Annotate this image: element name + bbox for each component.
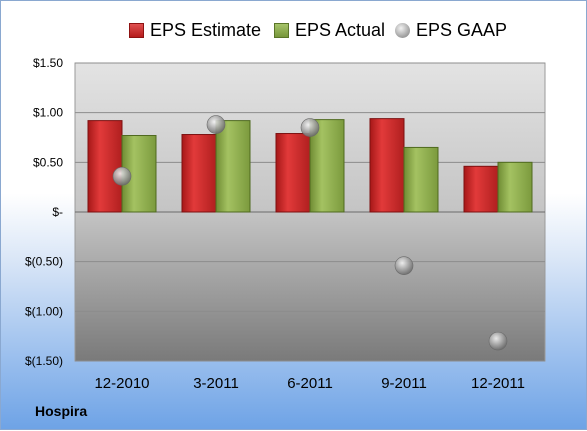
bar-eps-estimate-9-2011 <box>369 118 405 213</box>
company-name: Hospira <box>35 403 88 419</box>
bar-eps-estimate-3-2011 <box>181 134 217 213</box>
y-tick-label: $- <box>52 205 63 219</box>
marker-eps-gaap-12-2010 <box>112 166 132 186</box>
marker-eps-gaap-3-2011 <box>206 115 226 134</box>
y-tick-label: $1.50 <box>33 56 63 70</box>
y-tick-label: $0.50 <box>33 155 63 169</box>
bar-eps-estimate-6-2011 <box>275 133 311 213</box>
legend-item-eps-estimate: EPS Estimate <box>129 15 261 45</box>
x-tick-label: 12-2010 <box>94 375 149 392</box>
x-tick-label: 6-2011 <box>287 375 333 392</box>
y-tick-label: $(1.00) <box>25 304 63 318</box>
legend-swatch-eps-actual <box>274 22 289 38</box>
bar-eps-estimate-12-2011 <box>463 165 499 213</box>
x-tick-label: 12-2011 <box>471 375 525 392</box>
bar-eps-actual-6-2011 <box>309 119 345 213</box>
marker-eps-gaap-9-2011 <box>394 256 414 275</box>
legend: EPS Estimate EPS Actual EPS GAAP <box>1 15 587 45</box>
bar-eps-actual-9-2011 <box>403 146 439 213</box>
y-tick-label: $(0.50) <box>25 255 63 269</box>
bar-eps-actual-12-2011 <box>497 161 533 213</box>
legend-label-eps-actual: EPS Actual <box>295 19 386 40</box>
y-tick-label: $1.00 <box>33 106 63 120</box>
marker-layer <box>112 115 508 351</box>
x-axis-tick-labels: 12-2010 3-2011 6-2011 9-2011 12-2011 <box>94 375 525 392</box>
marker-eps-gaap-6-2011 <box>300 118 320 137</box>
legend-swatch-eps-gaap <box>395 22 410 38</box>
legend-item-eps-gaap: EPS GAAP <box>395 15 507 45</box>
bar-eps-estimate-12-2010 <box>87 120 123 213</box>
marker-eps-gaap-12-2011 <box>488 331 508 351</box>
legend-label-eps-estimate: EPS Estimate <box>150 19 262 40</box>
y-axis-tick-labels: $1.50 $1.00 $0.50 $- $(0.50) $(1.00) $(1.50) <box>25 56 63 368</box>
legend-item-eps-actual: EPS Actual <box>274 15 385 45</box>
legend-swatch-eps-estimate <box>129 22 144 38</box>
x-tick-label: 9-2011 <box>381 375 427 392</box>
x-tick-label: 3-2011 <box>193 375 239 392</box>
bar-eps-actual-3-2011 <box>215 120 251 213</box>
y-tick-label: $(1.50) <box>25 354 63 368</box>
legend-label-eps-gaap: EPS GAAP <box>416 19 508 40</box>
bar-layer <box>87 118 533 213</box>
